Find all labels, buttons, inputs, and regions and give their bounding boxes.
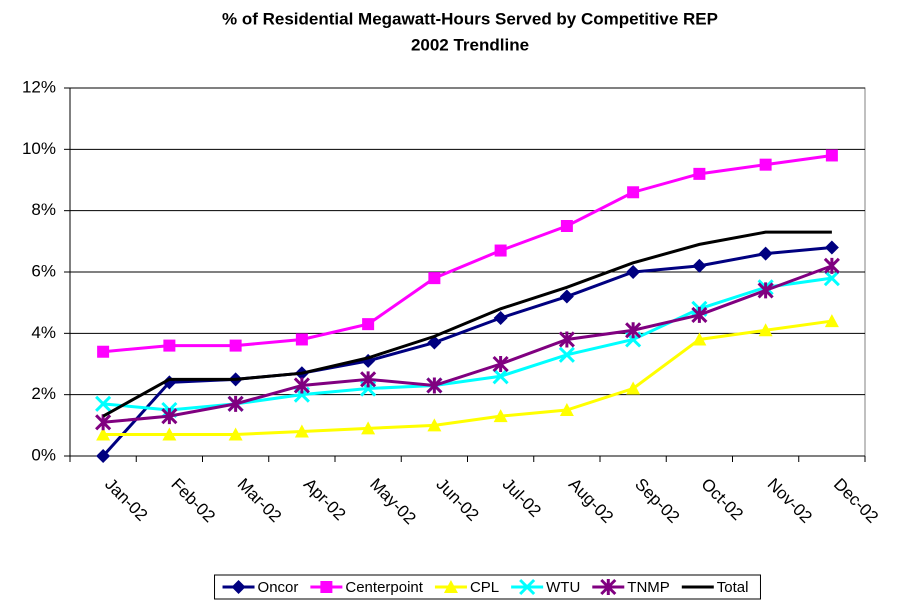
marker [758,246,773,261]
marker [428,272,441,285]
marker [360,371,377,388]
marker [162,427,177,441]
marker [519,578,536,596]
chart-title: % of Residential Megawatt-Hours Served b… [222,9,718,28]
marker [443,580,458,593]
marker [758,323,773,337]
marker [493,311,508,325]
x-tick-label: Apr-02 [300,475,350,525]
marker [558,346,575,363]
marker [693,167,706,180]
marker [492,355,509,373]
marker [558,331,575,348]
marker [95,395,112,412]
marker [228,427,243,441]
y-tick-label: 2% [31,384,56,403]
marker [161,408,178,425]
series-line [102,264,833,424]
marker [229,339,242,352]
marker [825,149,838,162]
x-tick-label: Mar-02 [234,475,286,527]
chart-subtitle: 2002 Trendline [411,35,529,54]
marker [626,265,641,279]
x-tick-label: Nov-02 [764,475,816,527]
marker [426,377,443,394]
marker [600,578,617,596]
marker [559,289,574,304]
marker [493,409,508,423]
y-tick-label: 6% [31,261,56,280]
marker [824,240,839,255]
y-tick-label: 8% [31,200,56,219]
marker [626,381,641,395]
x-tick-label: Sep-02 [631,475,683,527]
legend: Oncor Centerpoint CPL WTU TNMP Total [214,574,761,600]
x-tick-label: Jul-02 [499,475,545,521]
legend-label: Total [717,579,749,596]
marker [95,414,112,431]
x-tick-label: Jan-02 [101,475,151,525]
marker [96,449,111,463]
legend-label: WTU [546,579,580,596]
marker [759,158,772,171]
y-tick-label: 0% [31,445,56,464]
legend-label: Oncor [258,579,299,596]
marker [492,368,509,385]
marker [691,306,708,323]
marker [692,332,707,346]
marker [823,257,840,274]
marker [97,345,110,358]
marker [231,580,246,594]
marker [823,270,840,287]
legend-label: CPL [470,579,499,596]
x-tick-label: May-02 [366,475,420,529]
legend-box [214,574,761,600]
marker [625,322,642,339]
series-line [102,153,833,354]
marker [320,581,333,593]
y-tick-label: 4% [31,323,56,342]
series-line [102,230,832,418]
marker [163,339,176,352]
marker [824,314,839,328]
x-tick-label: Jun-02 [432,475,482,525]
marker [96,427,111,441]
marker [227,395,244,412]
marker [627,186,640,199]
marker [559,403,574,416]
marker [295,333,308,346]
marker [494,244,507,257]
y-tick-label: 10% [22,139,56,158]
marker [560,220,573,232]
x-tick-label: Oct-02 [697,475,747,525]
series-line [103,319,833,437]
marker [757,282,774,299]
legend-label: Centerpoint [345,579,423,596]
marker [427,418,442,432]
marker [362,318,375,331]
marker [692,258,707,273]
y-tick-label: 12% [22,77,56,96]
marker [293,377,310,394]
marker [361,421,376,435]
x-tick-label: Feb-02 [167,475,219,527]
marker [294,424,309,438]
x-tick-label: Aug-02 [565,475,617,527]
legend-label: TNMP [627,579,670,596]
x-tick-label: Dec-02 [830,475,882,527]
